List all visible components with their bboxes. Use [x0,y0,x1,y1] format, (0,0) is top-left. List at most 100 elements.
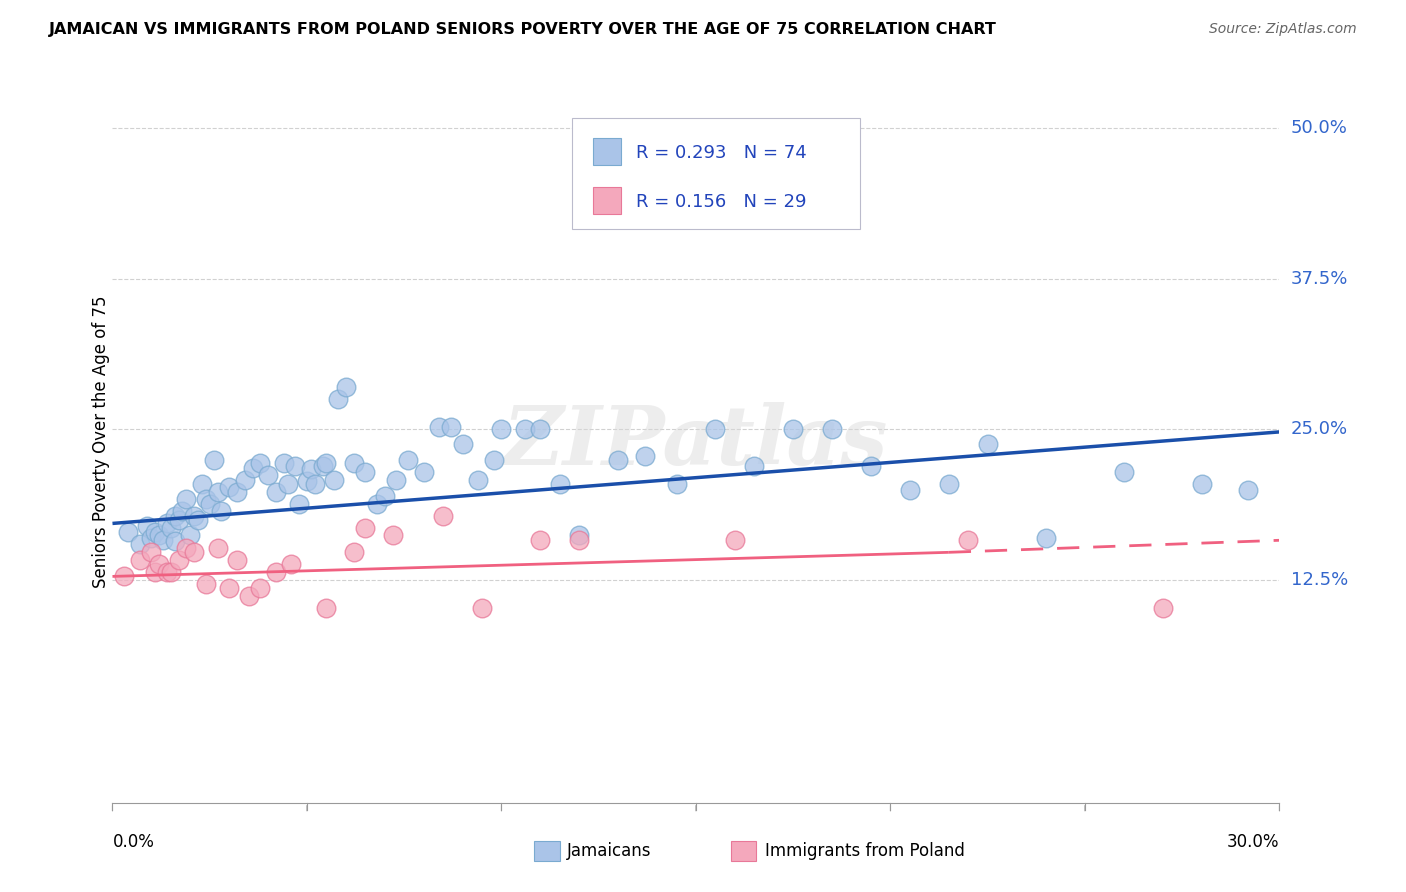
Point [257,468,280,483]
Point [607,452,630,467]
Point [568,528,591,542]
Point [396,452,419,467]
Point [1237,483,1260,497]
Point [141,531,163,545]
Text: JAMAICAN VS IMMIGRANTS FROM POLAND SENIORS POVERTY OVER THE AGE OF 75 CORRELATIO: JAMAICAN VS IMMIGRANTS FROM POLAND SENIO… [49,22,997,37]
Point [163,534,186,549]
Point [315,456,337,470]
Point [280,558,302,572]
Point [1112,465,1135,479]
Point [529,533,551,548]
Text: 0.0%: 0.0% [112,833,155,851]
Point [1152,600,1174,615]
Point [482,452,505,467]
Point [233,473,256,487]
Point [529,423,551,437]
Point [273,456,295,470]
Point [167,513,190,527]
Point [226,552,249,566]
Point [665,476,688,491]
Point [354,521,377,535]
Point [183,545,205,559]
Text: 37.5%: 37.5% [1291,270,1348,288]
Point [427,420,450,434]
Point [374,489,396,503]
Point [160,521,183,535]
Point [264,565,287,579]
Point [194,576,217,591]
Point [167,552,190,566]
Point [112,569,135,583]
Y-axis label: Seniors Poverty Over the Age of 75: Seniors Poverty Over the Age of 75 [93,295,110,588]
Point [821,423,844,437]
Point [295,475,318,489]
Point [176,541,198,555]
Point [249,456,271,470]
Point [412,465,434,479]
Point [491,423,513,437]
Point [148,528,170,542]
Point [194,492,217,507]
Point [163,509,186,524]
Point [207,485,229,500]
Point [311,458,333,473]
Point [513,423,536,437]
Point [183,509,205,524]
Point [152,533,174,548]
Point [724,533,747,548]
Point [218,582,240,596]
Point [299,462,322,476]
Text: 30.0%: 30.0% [1227,833,1279,851]
Point [471,600,494,615]
Point [209,504,232,518]
Point [148,558,170,572]
Point [207,541,229,555]
Point [343,456,366,470]
Point [179,528,201,542]
Point [284,458,307,473]
Point [326,392,349,407]
Point [938,476,960,491]
Text: ZIPatlas: ZIPatlas [503,401,889,482]
Point [264,485,287,500]
Point [323,473,346,487]
Text: 50.0%: 50.0% [1291,120,1347,137]
Point [218,480,240,494]
Point [143,565,166,579]
Point [1035,531,1057,545]
Point [898,483,921,497]
Point [440,420,463,434]
Point [432,509,454,524]
Text: Immigrants from Poland: Immigrants from Poland [765,842,965,860]
Text: 12.5%: 12.5% [1291,571,1348,589]
Point [136,518,159,533]
Point [744,458,766,473]
Point [128,537,150,551]
Point [198,497,221,511]
Point [381,528,404,542]
Point [860,458,883,473]
Point [242,461,264,475]
Point [366,497,388,511]
Point [315,600,337,615]
Point [238,589,260,603]
Point [143,524,166,539]
Point [385,473,408,487]
Text: Jamaicans: Jamaicans [567,842,651,860]
Point [202,452,225,467]
Point [634,449,657,463]
Text: Source: ZipAtlas.com: Source: ZipAtlas.com [1209,22,1357,37]
Point [191,476,214,491]
Point [172,504,194,518]
Point [343,545,366,559]
Point [304,476,326,491]
Point [354,465,377,479]
Point [548,476,571,491]
Point [276,476,298,491]
Point [957,533,980,548]
Point [1191,476,1213,491]
Point [117,524,139,539]
Point [249,582,271,596]
Point [782,423,804,437]
Point [176,492,198,507]
